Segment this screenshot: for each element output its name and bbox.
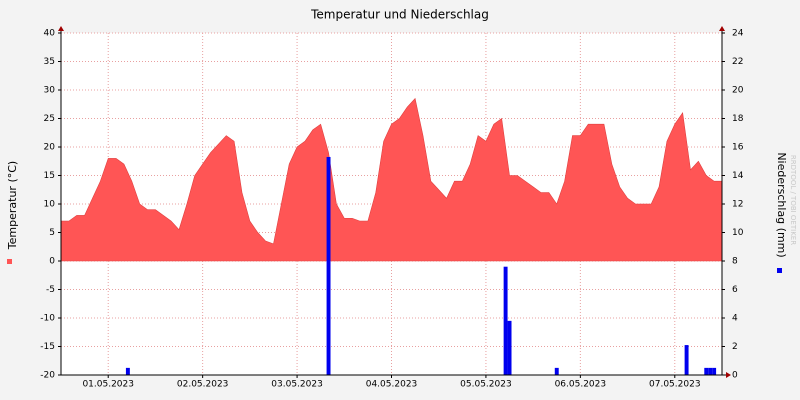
y2-tick-label: 24 bbox=[732, 29, 744, 39]
precipitation-bar bbox=[554, 367, 559, 375]
y-tick-label: -5 bbox=[46, 285, 55, 295]
legend-swatch bbox=[7, 259, 12, 264]
y-tick-label: 25 bbox=[44, 114, 55, 124]
y-tick-label: 35 bbox=[44, 57, 55, 67]
precipitation-bar bbox=[704, 367, 709, 375]
y-tick-label: 15 bbox=[44, 171, 55, 181]
precipitation-bar bbox=[326, 156, 331, 375]
y2-tick-label: 10 bbox=[732, 228, 744, 238]
precipitation-bar bbox=[712, 367, 717, 375]
y2-tick-label: 4 bbox=[732, 314, 738, 324]
chart-title: Temperatur und Niederschlag bbox=[310, 8, 489, 22]
y2-tick-label: 16 bbox=[732, 143, 744, 153]
x-tick-label: 03.05.2023 bbox=[271, 380, 323, 390]
y-axis-legend: Temperatur (°C) bbox=[6, 161, 19, 250]
x-tick-label: 04.05.2023 bbox=[366, 380, 418, 390]
y2-tick-label: 14 bbox=[732, 171, 744, 181]
y2-tick-label: 8 bbox=[732, 257, 738, 267]
temperature-area bbox=[60, 97, 723, 262]
axis-arrow bbox=[58, 26, 64, 31]
y-tick-label: -15 bbox=[40, 342, 55, 352]
precipitation-bar bbox=[125, 367, 130, 375]
y-tick-label: -20 bbox=[40, 371, 55, 381]
y2-tick-label: 18 bbox=[732, 114, 744, 124]
y2-tick-label: 12 bbox=[732, 200, 743, 210]
axis-arrow bbox=[726, 372, 731, 378]
y-tick-label: 20 bbox=[44, 143, 56, 153]
axis-arrow bbox=[719, 26, 725, 31]
x-tick-label: 01.05.2023 bbox=[82, 380, 134, 390]
y-tick-label: 0 bbox=[49, 257, 55, 267]
y2-axis-legend: Niederschlag (mm) bbox=[775, 152, 788, 257]
x-tick-label: 07.05.2023 bbox=[649, 380, 701, 390]
y2-tick-label: 6 bbox=[732, 285, 738, 295]
y-tick-label: 5 bbox=[49, 228, 55, 238]
legend-swatch bbox=[777, 268, 782, 273]
precipitation-bar bbox=[708, 367, 713, 375]
precipitation-bar bbox=[507, 320, 512, 375]
y2-tick-label: 22 bbox=[732, 57, 743, 67]
y2-tick-label: 20 bbox=[732, 86, 744, 96]
y2-tick-label: 2 bbox=[732, 342, 738, 352]
precipitation-bar bbox=[503, 266, 508, 375]
y-tick-label: 10 bbox=[44, 200, 56, 210]
x-tick-label: 06.05.2023 bbox=[555, 380, 607, 390]
x-tick-label: 02.05.2023 bbox=[177, 380, 229, 390]
x-tick-label: 05.05.2023 bbox=[460, 380, 512, 390]
y-tick-label: 40 bbox=[44, 29, 56, 39]
watermark: RRDTOOL / TOBI OETIKER bbox=[789, 155, 797, 245]
y-tick-label: 30 bbox=[44, 86, 56, 96]
y2-tick-label: 0 bbox=[732, 371, 738, 381]
y-tick-label: -10 bbox=[40, 314, 55, 324]
precipitation-bar bbox=[684, 345, 689, 375]
